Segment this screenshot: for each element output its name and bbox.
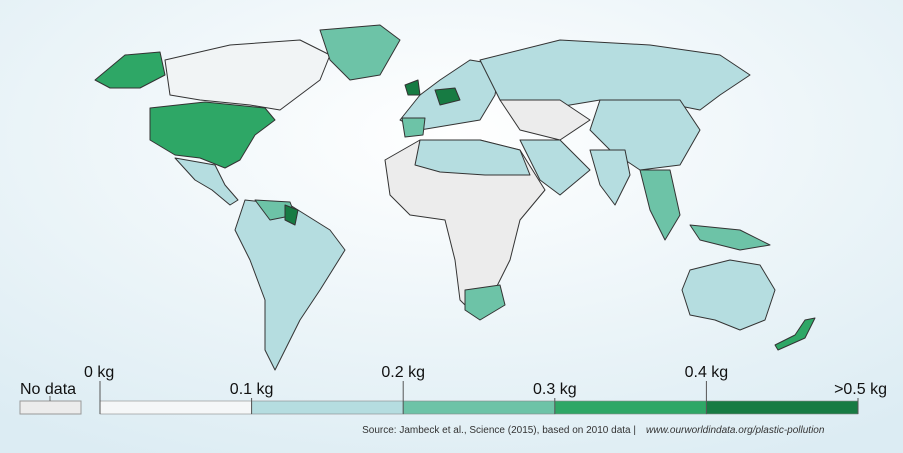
legend-label: 0.3 kg [533,381,577,398]
legend-swatch [554,400,707,415]
legend-label: 0.4 kg [685,364,729,381]
legend: No data 0 kg 0.1 kg 0.2 kg 0.3 kg 0.4 kg >0.5 … [19,364,887,415]
legend-swatch [706,400,859,415]
legend-label: 0.2 kg [381,364,425,381]
source-note: Source: Jambeck et al., Science (2015), … [362,425,636,436]
legend-swatch [402,400,556,415]
legend-label: >0.5 kg [834,381,887,398]
legend-swatch [251,400,404,415]
world-map [94,24,816,371]
source-url[interactable]: www.ourworldindata.org/plastic-pollution [646,425,825,436]
no-data-swatch [19,400,82,415]
legend-label: 0 kg [84,364,114,381]
no-data-label: No data [20,381,76,398]
legend-label: 0.1 kg [230,381,274,398]
legend-swatch [99,400,252,415]
